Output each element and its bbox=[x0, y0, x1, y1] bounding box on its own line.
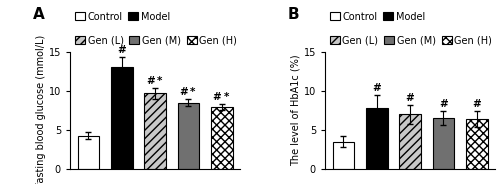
Text: A: A bbox=[32, 7, 44, 22]
Bar bbox=[111, 67, 132, 169]
Text: #: # bbox=[406, 93, 414, 103]
Bar bbox=[366, 108, 388, 169]
Text: #: # bbox=[372, 83, 381, 93]
Text: #: # bbox=[472, 99, 481, 109]
Text: #: # bbox=[439, 99, 448, 109]
Text: *: * bbox=[157, 76, 162, 86]
Text: #: # bbox=[212, 92, 222, 102]
Text: #: # bbox=[146, 76, 154, 86]
Text: *: * bbox=[190, 87, 196, 97]
Y-axis label: The level of HbA1c (%): The level of HbA1c (%) bbox=[291, 55, 301, 166]
Bar bbox=[178, 102, 199, 169]
Bar bbox=[78, 136, 99, 169]
Bar bbox=[332, 142, 354, 169]
Bar bbox=[211, 107, 233, 169]
Bar bbox=[144, 93, 166, 169]
Text: #: # bbox=[180, 87, 188, 97]
Legend: Gen (L), Gen (M), Gen (H): Gen (L), Gen (M), Gen (H) bbox=[75, 35, 237, 45]
Text: *: * bbox=[224, 92, 229, 102]
Text: B: B bbox=[288, 7, 299, 22]
Bar bbox=[399, 114, 421, 169]
Bar bbox=[432, 118, 454, 169]
Bar bbox=[466, 119, 487, 169]
Legend: Gen (L), Gen (M), Gen (H): Gen (L), Gen (M), Gen (H) bbox=[330, 35, 492, 45]
Text: #: # bbox=[118, 45, 126, 55]
Y-axis label: fasting blood glucose (mmol/L): fasting blood glucose (mmol/L) bbox=[36, 35, 46, 184]
